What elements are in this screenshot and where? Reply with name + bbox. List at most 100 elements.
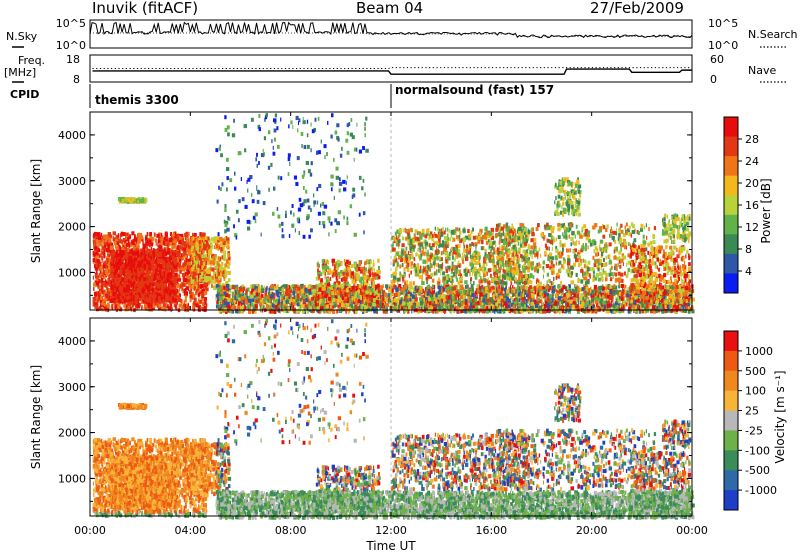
echo-cell: [131, 231, 134, 235]
echo-cell: [146, 260, 149, 264]
echo-cell: [178, 263, 181, 267]
echo-cell: [178, 274, 180, 278]
echo-cell: [163, 241, 165, 245]
echo-cell: [108, 237, 111, 241]
echo-cell: [186, 269, 189, 273]
echo-cell: [111, 281, 113, 285]
echo-cell: [166, 302, 167, 306]
echo-cell: [118, 258, 121, 262]
echo-cell: [223, 274, 225, 278]
echo-cell: [184, 300, 186, 304]
echo-cell: [126, 271, 128, 275]
echo-cell: [140, 235, 143, 239]
echo-cell: [127, 295, 130, 299]
echo-cell: [101, 278, 103, 282]
echo-cell: [198, 269, 200, 273]
echo-cell: [137, 236, 140, 240]
echo-cell: [179, 278, 181, 282]
echo-cell: [128, 270, 131, 274]
echo-cell: [192, 233, 193, 237]
echo-cell: [182, 262, 185, 266]
echo-cell: [114, 257, 116, 261]
echo-cell: [102, 265, 105, 269]
echo-cell: [122, 278, 124, 282]
echo-cell: [219, 237, 222, 241]
noise-tick-left-top: 10^5: [56, 17, 86, 30]
echo-cell: [168, 283, 169, 287]
echo-cell: [189, 284, 191, 288]
echo-cell: [191, 247, 193, 251]
echo-cell: [219, 276, 221, 280]
echo-cell: [126, 304, 127, 308]
echo-cell: [147, 293, 148, 297]
echo-cell: [172, 271, 173, 275]
echo-cell: [196, 277, 197, 281]
echo-cell: [112, 298, 114, 302]
echo-cell: [162, 284, 163, 288]
echo-cell: [115, 246, 118, 250]
echo-cell: [174, 281, 177, 285]
echo-cell: [205, 287, 208, 291]
echo-cell: [116, 253, 119, 257]
echo-cell: [185, 282, 186, 286]
echo-cell: [202, 243, 203, 247]
echo-cell: [175, 273, 178, 277]
echo-cell: [160, 245, 163, 249]
echo-cell: [94, 246, 97, 250]
echo-cell: [93, 282, 96, 286]
echo-cell: [102, 307, 104, 311]
echo-cell: [264, 286, 265, 290]
echo-cell: [221, 262, 223, 266]
echo-cell: [135, 295, 137, 299]
echo-cell: [111, 304, 113, 308]
echo-cell: [226, 244, 228, 248]
echo-cell: [194, 281, 197, 285]
echo-cell: [204, 244, 206, 248]
echo-cell: [174, 299, 176, 303]
echo-cell: [181, 253, 183, 257]
echo-cell: [118, 277, 121, 281]
echo-cell: [443, 294, 446, 298]
echo-cell: [195, 266, 196, 270]
echo-cell: [202, 266, 203, 270]
echo-cell: [169, 281, 171, 285]
echo-cell: [133, 297, 135, 301]
echo-cell: [158, 276, 160, 280]
echo-cell: [174, 265, 177, 269]
echo-cell: [618, 284, 620, 288]
echo-cell: [153, 251, 154, 255]
echo-cell: [193, 236, 195, 240]
echo-cell: [158, 296, 160, 300]
echo-cell: [206, 268, 207, 272]
freq-series-line: [93, 69, 692, 74]
echo-cell: [171, 265, 173, 269]
echo-cell: [173, 290, 175, 294]
echo-cell: [145, 254, 147, 258]
cpid-entry-1: themis 3300: [95, 93, 179, 107]
echo-cell: [131, 296, 132, 300]
echo-cell: [222, 255, 223, 259]
noise-tick-right-top: 10^5: [708, 17, 738, 30]
echo-cell: [171, 251, 173, 255]
echo-cell: [173, 276, 174, 280]
echo-cell: [174, 239, 177, 243]
echo-cell: [197, 281, 199, 285]
echo-cell: [129, 306, 130, 310]
echo-cell: [100, 296, 103, 300]
echo-cell: [457, 310, 459, 314]
echo-cell: [142, 250, 143, 254]
echo-cell: [157, 264, 158, 268]
echo-cell: [143, 264, 146, 268]
noise-series: [90, 23, 692, 38]
echo-cell: [141, 292, 142, 296]
echo-cell: [124, 265, 127, 269]
echo-cell: [93, 239, 96, 243]
echo-cell: [193, 272, 196, 276]
echo-cell: [138, 299, 139, 303]
echo-cell: [182, 273, 185, 277]
echo-cell: [201, 254, 203, 258]
echo-cell: [123, 304, 126, 308]
echo-cell: [167, 241, 169, 245]
echo-cell: [148, 307, 151, 311]
echo-cell: [194, 298, 197, 302]
